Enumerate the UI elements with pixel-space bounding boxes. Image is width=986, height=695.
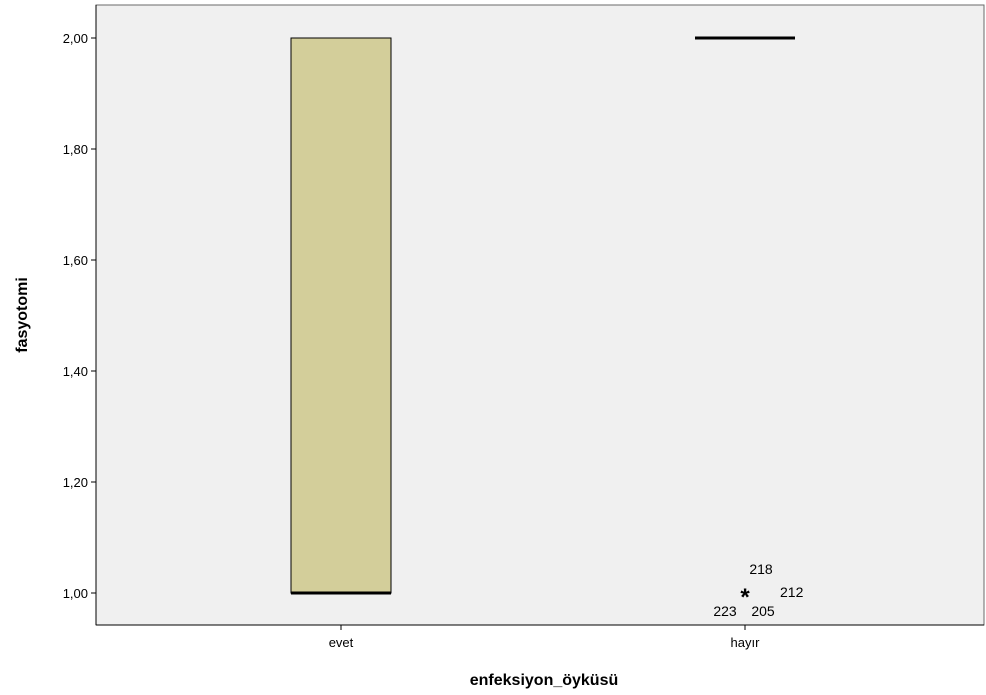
x-axis-title: enfeksiyon_öyküsü: [470, 672, 619, 689]
box-marks: * 218 212 205 223: [290, 36, 804, 619]
y-tick-label: 1,80: [63, 142, 88, 157]
outlier-label: 218: [749, 561, 773, 577]
outlier-label: 205: [751, 603, 775, 619]
outlier-label: 223: [713, 603, 737, 619]
y-tick-label: 2,00: [63, 31, 88, 46]
y-tick-label: 1,20: [63, 475, 88, 490]
x-tick-label: hayır: [731, 635, 761, 650]
y-tick-label: 1,40: [63, 364, 88, 379]
outlier-marker: *: [740, 584, 750, 611]
plot-area: [95, 4, 985, 626]
outlier-label: 212: [780, 584, 804, 600]
y-tick-label: 1,60: [63, 253, 88, 268]
y-tick-label: 1,00: [63, 586, 88, 601]
box-evet: [290, 37, 392, 594]
y-axis: 1,00 1,20 1,40 1,60 1,80 2,00: [63, 5, 97, 625]
x-tick-label: evet: [329, 635, 354, 650]
y-axis-title: fasyotomi: [14, 277, 31, 353]
x-axis: evet hayır: [96, 624, 984, 650]
